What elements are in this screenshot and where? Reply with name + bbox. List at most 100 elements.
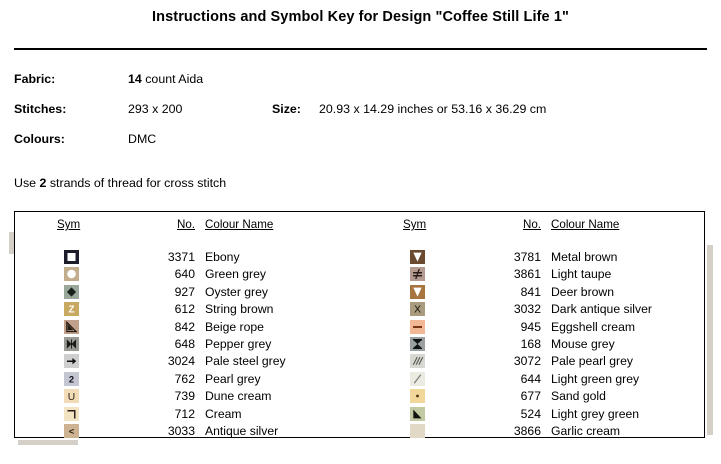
meta-row-colours: Colours: DMC bbox=[14, 124, 707, 154]
colour-name: Garlic cream bbox=[551, 424, 621, 438]
key-row: <3033 Antique silver bbox=[15, 423, 360, 440]
colour-name: Light green grey bbox=[551, 371, 640, 386]
symbol-swatch-dot-icon bbox=[410, 389, 425, 404]
key-row: 3866 Garlic cream bbox=[361, 423, 706, 440]
symbol-swatch-triple-slash-icon bbox=[410, 354, 425, 369]
column-header-sym: Sym bbox=[403, 218, 427, 231]
key-row: 841 Deer brown bbox=[361, 284, 706, 301]
colour-name: Light taupe bbox=[551, 267, 612, 282]
thread-number: 762 bbox=[174, 371, 195, 386]
svg-text:<: < bbox=[69, 426, 75, 436]
symbol-swatch-minus-dash-icon bbox=[410, 319, 425, 334]
key-row: U 739 Dune cream bbox=[15, 388, 360, 405]
key-row: 168 Mouse grey bbox=[361, 336, 706, 353]
key-column-left: Sym No. Colour Name 3371 Ebony 640 Green gr… bbox=[15, 212, 360, 440]
svg-text:2: 2 bbox=[69, 374, 74, 384]
colour-name: Pale steel grey bbox=[205, 354, 286, 369]
column-header-no: No. bbox=[522, 218, 541, 231]
column-header-name: Colour Name bbox=[205, 218, 274, 231]
colour-name: Pale pearl grey bbox=[551, 354, 633, 369]
symbol-swatch-triangle-down-open-icon bbox=[410, 284, 425, 299]
size-value: 20.93 x 14.29 inches or 53.16 x 36.29 cm bbox=[319, 102, 547, 116]
title-divider bbox=[14, 48, 707, 50]
size-label: Size: bbox=[272, 102, 301, 116]
fabric-count-suffix: count Aida bbox=[141, 72, 204, 86]
colour-name: Sand gold bbox=[551, 389, 606, 404]
thread-number: 945 bbox=[520, 319, 541, 334]
colour-name: Antique silver bbox=[205, 424, 279, 438]
colour-name: Pepper grey bbox=[205, 337, 272, 351]
thread-number: 640 bbox=[174, 267, 195, 282]
fabric-count: 14 bbox=[128, 72, 142, 86]
symbol-swatch-arrow-right-icon bbox=[64, 354, 79, 369]
thread-number: 3024 bbox=[167, 354, 195, 369]
thread-number: 3371 bbox=[167, 250, 195, 264]
symbol-swatch-filled-circle-icon bbox=[64, 267, 79, 282]
colour-name: Beige rope bbox=[205, 319, 264, 334]
thread-number: 612 bbox=[174, 302, 195, 317]
symbol-swatch-letter-u-icon: U bbox=[64, 389, 79, 404]
key-row: 842 Beige rope bbox=[15, 319, 360, 336]
thread-number: 3866 bbox=[513, 424, 541, 438]
thread-number: 3072 bbox=[513, 354, 541, 369]
usage-instruction: Use 2 strands of thread for cross stitch bbox=[14, 176, 226, 190]
symbol-swatch-bowtie-h-icon bbox=[64, 337, 79, 351]
thread-number: 648 bbox=[174, 337, 195, 351]
svg-text:U: U bbox=[68, 392, 75, 403]
thread-number: 927 bbox=[174, 284, 195, 299]
scan-artifact bbox=[18, 440, 78, 445]
symbol-swatch-diamond-icon bbox=[64, 284, 79, 299]
key-row: 648 Pepper grey bbox=[15, 336, 360, 353]
key-row: 3861 Light taupe bbox=[361, 266, 706, 283]
thread-number: 712 bbox=[174, 406, 195, 421]
thread-number: 3033 bbox=[167, 424, 195, 438]
key-row: 3072 Pale pearl grey bbox=[361, 353, 706, 370]
colour-name: Metal brown bbox=[551, 250, 618, 264]
stitches-label: Stitches: bbox=[14, 102, 67, 116]
usage-suffix: strands of thread for cross stitch bbox=[46, 176, 227, 190]
colour-name: Green grey bbox=[205, 267, 266, 282]
symbol-swatch-open-square-icon bbox=[64, 250, 79, 264]
symbol-swatch-triangle-down-filled-icon bbox=[410, 250, 425, 264]
key-row: 640 Green grey bbox=[15, 266, 360, 283]
key-row: 677 Sand gold bbox=[361, 388, 706, 405]
symbol-key-table: Sym No. Colour Name 3371 Ebony 640 Green gr… bbox=[14, 211, 705, 438]
key-row: 3024 Pale steel grey bbox=[15, 353, 360, 370]
scan-artifact bbox=[9, 232, 14, 254]
pattern-metadata: Fabric: 14 count Aida Stitches: 293 x 20… bbox=[14, 64, 707, 154]
column-header-name: Colour Name bbox=[551, 218, 620, 231]
thread-number: 168 bbox=[520, 337, 541, 351]
svg-text:X: X bbox=[414, 305, 421, 316]
symbol-swatch-hourglass-icon bbox=[410, 337, 425, 351]
key-row: Z 612 String brown bbox=[15, 301, 360, 318]
symbol-swatch-letter-z-icon: Z bbox=[64, 302, 79, 317]
scan-artifact bbox=[707, 245, 713, 435]
colour-name: Eggshell cream bbox=[551, 319, 635, 334]
key-row: 945 Eggshell cream bbox=[361, 319, 706, 336]
key-row: 524 Light grey green bbox=[361, 406, 706, 423]
colour-name: Ebony bbox=[205, 250, 240, 264]
fabric-value: 14 count Aida bbox=[128, 64, 203, 94]
thread-number: 739 bbox=[174, 389, 195, 404]
column-header-no: No. bbox=[176, 218, 195, 231]
key-row: X 3032 Dark antique silver bbox=[361, 301, 706, 318]
colour-name: String brown bbox=[205, 302, 274, 317]
key-row: 712 Cream bbox=[15, 406, 360, 423]
thread-number: 3861 bbox=[513, 267, 541, 282]
thread-number: 524 bbox=[520, 406, 541, 421]
colour-name: Deer brown bbox=[551, 284, 614, 299]
symbol-swatch-triangle-flag-icon bbox=[64, 319, 79, 334]
meta-row-fabric: Fabric: 14 count Aida bbox=[14, 64, 707, 94]
colours-label: Colours: bbox=[14, 132, 65, 146]
symbol-swatch-corner-bracket-icon bbox=[64, 406, 79, 421]
thread-number: 841 bbox=[520, 284, 541, 299]
symbol-swatch-not-equal-icon bbox=[410, 267, 425, 282]
colour-name: Mouse grey bbox=[551, 337, 615, 351]
symbol-swatch-slash-icon bbox=[410, 371, 425, 386]
thread-number: 3032 bbox=[513, 302, 541, 317]
colour-name: Pearl grey bbox=[205, 371, 261, 386]
thread-number: 644 bbox=[520, 371, 541, 386]
key-row: 644 Light green grey bbox=[361, 371, 706, 388]
key-row: 3781 Metal brown bbox=[361, 249, 706, 266]
symbol-swatch-less-than-icon: < bbox=[64, 424, 79, 438]
